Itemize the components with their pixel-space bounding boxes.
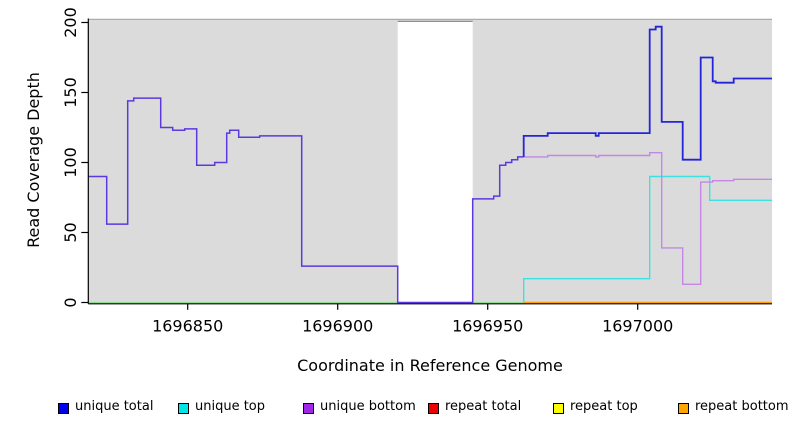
x-tick-label: 1696950 [452,317,523,336]
y-tick-label: 50 [61,222,80,242]
unique-total-line [522,25,773,161]
unique-bottom-line [523,152,773,285]
y-axis-title: Read Coverage Depth [24,72,43,248]
series-group [88,25,773,304]
unique-top-line [523,175,773,303]
y-tick-label: 200 [61,7,80,38]
x-tick-label: 1697000 [602,317,673,336]
y-tick-label: 150 [61,77,80,108]
y-tick-label: 0 [61,297,80,307]
x-axis-title: Coordinate in Reference Genome [297,356,563,375]
no-data-region [397,21,473,304]
x-tick-label: 1696900 [302,317,373,336]
x-tick-label: 1696850 [152,317,223,336]
unique-total-bottom-merged-line [88,97,524,304]
y-tick-label: 100 [61,147,80,178]
